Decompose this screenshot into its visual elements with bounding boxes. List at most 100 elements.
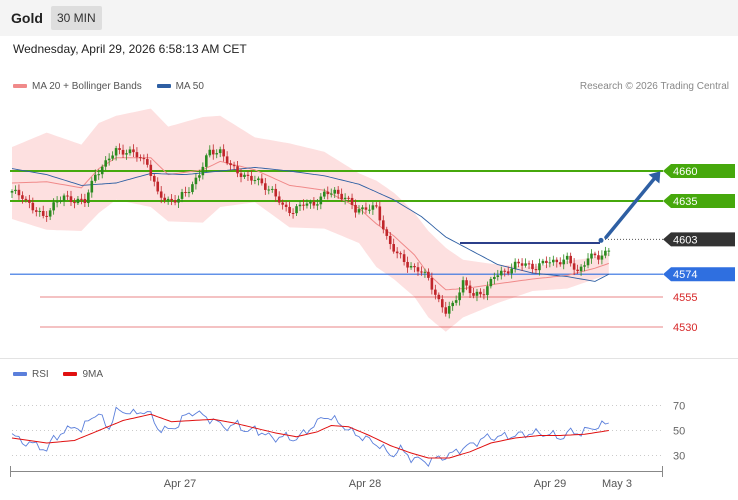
legend-swatch-9ma — [63, 372, 78, 377]
candle-body — [132, 149, 135, 153]
price-pane: 4660 4635 4603 4574 4555 4530 — [10, 108, 735, 334]
legend-item-ma50: MA 50 — [156, 81, 204, 92]
candle-body — [295, 206, 298, 214]
candle-body — [152, 175, 156, 182]
candle-body — [402, 254, 406, 262]
candle-body — [125, 153, 128, 155]
rsi-pane: 70 50 30 — [11, 401, 685, 468]
candle-body — [465, 280, 468, 286]
candle-body — [34, 210, 38, 212]
candle-body — [66, 195, 69, 197]
candle-body — [225, 156, 229, 164]
candle-body — [73, 201, 76, 204]
candle-body — [385, 229, 389, 236]
candle-body — [191, 184, 194, 193]
rsi-tick-50: 50 — [673, 426, 685, 438]
candle-body — [118, 148, 121, 150]
candle-body — [454, 300, 458, 303]
candle-body — [277, 196, 281, 203]
candle-body — [284, 204, 288, 207]
candle-body — [413, 265, 416, 268]
candle-body — [48, 210, 52, 217]
time-tick-2: Apr 29 — [534, 478, 566, 490]
candle-body — [236, 166, 239, 174]
candle-body — [288, 206, 291, 213]
candle-body — [309, 201, 312, 204]
chart-datetime: Wednesday, April 29, 2026 6:58:13 AM CET — [13, 42, 247, 56]
ma50-line — [11, 166, 610, 282]
candle-body — [472, 293, 475, 296]
candle-body — [579, 266, 583, 272]
candle-body — [326, 191, 330, 195]
candle-body — [76, 198, 80, 204]
candle-body — [517, 261, 520, 264]
candle-body — [354, 204, 357, 213]
price-tag-label-4660: 4660 — [673, 166, 697, 178]
candle-body — [482, 294, 486, 296]
symbol-title: Gold — [11, 10, 43, 26]
candle-body — [378, 206, 382, 221]
candle-body — [253, 180, 257, 182]
candle-body — [558, 262, 562, 265]
candle-body — [416, 267, 420, 272]
candle-body — [222, 149, 225, 157]
legend-item-9ma: 9MA — [63, 369, 103, 380]
candle-body — [205, 155, 208, 167]
candle-body — [357, 209, 361, 213]
candle-body — [604, 250, 607, 256]
rsi-tick-70: 70 — [673, 401, 685, 413]
candle-body — [531, 263, 534, 270]
candle-body — [499, 270, 503, 276]
price-tag-4603 — [663, 232, 735, 247]
candle-body — [229, 163, 232, 166]
legend-item-ma20: MA 20 + Bollinger Bands — [13, 81, 142, 92]
candle-body — [173, 200, 177, 203]
target-arrow-head — [648, 171, 661, 184]
candle-body — [121, 149, 125, 155]
candle-body — [319, 196, 323, 205]
candle-body — [434, 289, 437, 295]
time-tick-0: Apr 27 — [164, 478, 196, 490]
candle-body — [31, 202, 35, 211]
candle-body — [156, 181, 160, 192]
timeframe-button[interactable]: 30 MIN — [51, 6, 102, 30]
candle-body — [142, 158, 146, 160]
candle-body — [170, 198, 173, 201]
candle-body — [243, 174, 246, 177]
price-tag-label-4635: 4635 — [673, 196, 697, 208]
candle-body — [246, 174, 250, 176]
candle-body — [28, 199, 31, 203]
candle-body — [420, 271, 423, 273]
candle-body — [69, 196, 73, 202]
candle-body — [52, 202, 55, 211]
candle-body — [316, 204, 319, 206]
candle-body — [496, 275, 500, 277]
candle-body — [486, 286, 489, 296]
candle-body — [593, 253, 597, 256]
legend-label-ma50: MA 50 — [175, 81, 204, 92]
candle-body — [24, 198, 28, 200]
candle-body — [114, 148, 118, 156]
candle-body — [392, 244, 395, 252]
candle-body — [375, 205, 378, 207]
candle-body — [198, 175, 201, 178]
copyright-notice: Research © 2026 Trading Central — [579, 81, 729, 92]
candle-body — [159, 191, 163, 198]
candle-body — [201, 166, 205, 176]
candle-body — [107, 158, 111, 161]
candle-body — [586, 258, 590, 266]
candle-body — [177, 198, 180, 203]
candle-body — [427, 271, 430, 278]
candle-body — [548, 262, 552, 264]
candle-body — [274, 188, 278, 197]
candle-body — [100, 166, 104, 175]
candle-body — [399, 253, 402, 255]
candle-body — [506, 271, 510, 274]
candle-body — [437, 294, 441, 300]
legend-swatch-ma50 — [156, 84, 171, 89]
candle-body — [83, 198, 87, 204]
candle-body — [215, 153, 219, 155]
candle-body — [45, 215, 48, 217]
rsi-9ma-line — [11, 413, 609, 459]
